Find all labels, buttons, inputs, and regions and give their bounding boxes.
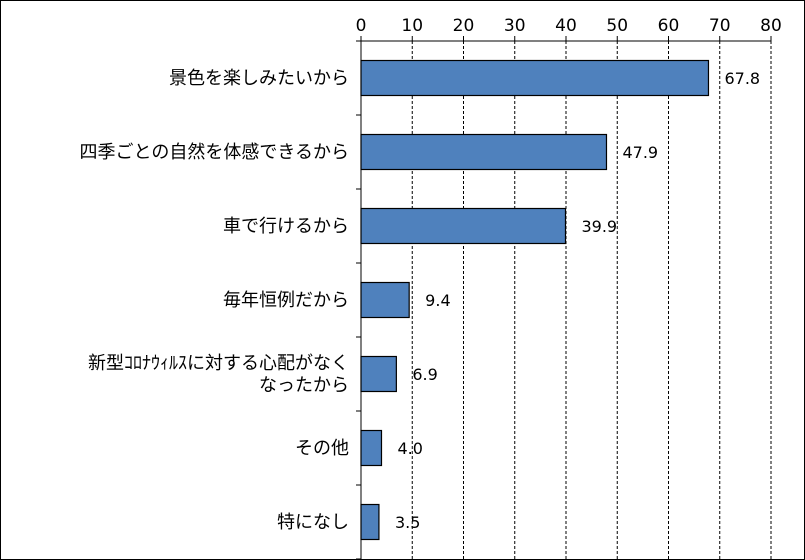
x-tick-label: 50 — [606, 16, 628, 36]
data-label: 39.9 — [581, 217, 617, 236]
x-tick-label: 30 — [504, 16, 526, 36]
x-tick-label: 70 — [709, 16, 731, 36]
category-label: なったから — [259, 375, 349, 396]
x-tick-label: 40 — [555, 16, 577, 36]
bar — [360, 207, 567, 245]
x-tick-label: 0 — [356, 16, 367, 36]
bar — [360, 503, 380, 541]
data-label: 9.4 — [425, 291, 450, 310]
category-label: 新型ｺﾛﾅｳｨﾙｽに対する心配がなく — [88, 353, 349, 374]
x-tick-label: 60 — [658, 16, 680, 36]
category-label: その他 — [295, 438, 349, 459]
x-tick-label: 10 — [401, 16, 423, 36]
data-label: 47.9 — [622, 143, 658, 162]
bar — [360, 281, 410, 319]
data-label: 6.9 — [412, 365, 437, 384]
category-label: 車で行けるから — [223, 216, 349, 237]
data-label: 4.0 — [398, 439, 423, 458]
bar — [360, 355, 397, 393]
bar — [360, 133, 608, 171]
category-label: 毎年恒例だから — [223, 290, 349, 311]
x-tick-label: 80 — [760, 16, 782, 36]
data-label: 3.5 — [395, 513, 420, 532]
category-label: 景色を楽しみたいから — [169, 68, 349, 89]
category-label: 四季ごとの自然を体感できるから — [80, 142, 349, 163]
bar — [360, 429, 383, 467]
data-label: 67.8 — [724, 69, 760, 88]
x-tick-label: 20 — [453, 16, 475, 36]
bar — [360, 59, 710, 97]
category-label: 特になし — [277, 512, 349, 533]
